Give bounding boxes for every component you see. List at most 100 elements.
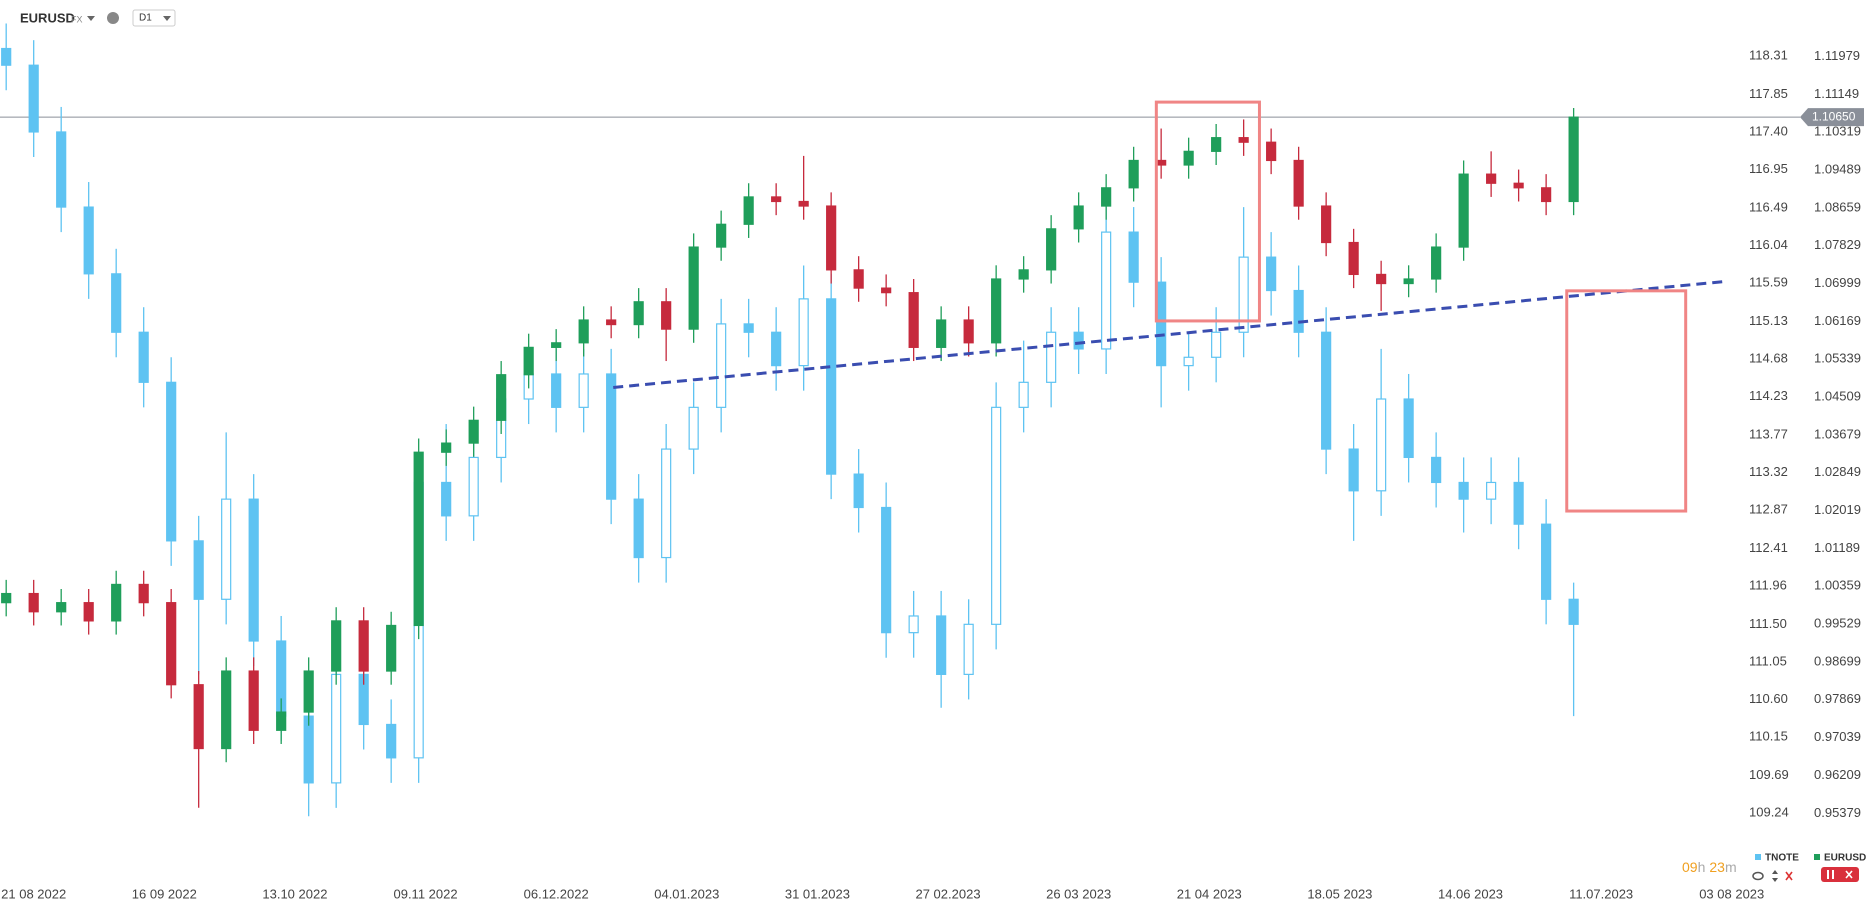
- x-tick-label: 21 04 2023: [1177, 886, 1242, 901]
- candle-body: [221, 498, 232, 600]
- candle-body: [496, 374, 507, 421]
- candle-body: [1101, 231, 1112, 350]
- candle-body: [688, 406, 699, 450]
- y2-tick-label: 117.85: [1749, 86, 1788, 101]
- candle-body: [83, 602, 94, 622]
- candle-body: [276, 711, 287, 731]
- y-tick-label: 0.96209: [1814, 767, 1861, 782]
- candle-body: [1486, 173, 1497, 184]
- candle-body: [1211, 331, 1222, 358]
- candle-body: [1403, 278, 1414, 285]
- y2-tick-label: 114.68: [1749, 350, 1788, 365]
- remove-button[interactable]: [1821, 867, 1859, 882]
- y2-tick-label: 113.32: [1749, 464, 1788, 479]
- candle-body: [303, 715, 314, 784]
- candle-body: [358, 620, 369, 672]
- move-icon[interactable]: [1772, 870, 1778, 882]
- candle-body: [138, 331, 149, 383]
- candle-body: [28, 64, 39, 133]
- legend-label: TNOTE: [1765, 853, 1799, 864]
- candle-body: [1348, 448, 1359, 492]
- candle-body: [1458, 173, 1469, 248]
- interval-select[interactable]: [132, 9, 176, 27]
- candle-body: [1513, 182, 1524, 189]
- y-tick-label: 1.11149: [1814, 86, 1859, 101]
- y2-tick-label: 116.95: [1749, 161, 1788, 176]
- eye-icon[interactable]: [1752, 871, 1764, 881]
- y-tick-label: 1.00359: [1814, 578, 1861, 593]
- candle-body: [1018, 269, 1029, 280]
- candle-body: [1293, 289, 1304, 333]
- candle-body: [138, 583, 149, 604]
- last-price-tag: [1800, 108, 1864, 127]
- y-tick-label: 1.11979: [1814, 48, 1860, 63]
- candle-body: [798, 200, 809, 207]
- candle-body: [743, 323, 754, 333]
- x-tick-label: 04.01.2023: [654, 886, 719, 901]
- plot: 118.31 117.85 117.40 116.95 116.49 116.04 115.…: [0, 23, 1864, 901]
- candle-body: [716, 323, 727, 408]
- highlight-box: [1565, 289, 1688, 513]
- x-tick-label: 31 01.2023: [785, 886, 850, 901]
- candle-body: [1046, 228, 1057, 271]
- candle-body: [1486, 481, 1497, 500]
- y2-tick-label: 113.77: [1749, 426, 1788, 441]
- candle-body: [1, 47, 12, 66]
- remove-x: [1845, 870, 1853, 879]
- candle-body: [1541, 187, 1552, 203]
- candle-body: [1073, 205, 1084, 230]
- candle-body: [1568, 116, 1579, 203]
- info-icon[interactable]: [107, 12, 119, 24]
- candle-body: [1018, 381, 1029, 408]
- candle-body: [1376, 273, 1387, 285]
- candle-body: [331, 673, 342, 784]
- y-tick-label: 0.98699: [1814, 653, 1861, 668]
- candle-body: [248, 670, 259, 731]
- candle-body: [853, 269, 864, 289]
- candle-body: [1458, 481, 1469, 500]
- candle-body: [963, 623, 974, 675]
- candle-body: [1403, 398, 1414, 459]
- timer-hours: 09: [1682, 859, 1698, 875]
- y2-tick-label: 115.13: [1749, 313, 1788, 328]
- symbol: EURUSD: [20, 10, 75, 25]
- y2-tick-label: 111.96: [1749, 577, 1787, 592]
- candle-body: [991, 278, 1002, 344]
- candle-body: [1183, 356, 1194, 367]
- x-tick-label: 16 09 2022: [132, 886, 197, 901]
- y2-tick-label: 110.15: [1749, 728, 1788, 743]
- candle-body: [413, 451, 424, 627]
- trendline: [613, 279, 1728, 389]
- timer-h: h: [1698, 859, 1706, 875]
- x-tick-label: 06.12.2022: [524, 886, 589, 901]
- y2-tick-label: 118.31: [1749, 47, 1788, 62]
- y2-tick-label: 117.40: [1749, 123, 1788, 138]
- last-price-label: 1.10650: [1812, 109, 1856, 123]
- y2-tick-label: 116.04: [1749, 237, 1788, 252]
- y2-tick-label: 116.49: [1749, 199, 1788, 214]
- candle-body: [578, 319, 589, 344]
- y2-tick-label: 111.05: [1749, 653, 1787, 668]
- candle-body: [688, 246, 699, 330]
- candle-body: [908, 615, 919, 634]
- close-icon[interactable]: [1785, 871, 1793, 881]
- candle-body: [468, 456, 479, 517]
- candle-body: [1238, 137, 1249, 143]
- candle-body: [1183, 150, 1194, 166]
- candle-body: [1128, 231, 1139, 283]
- interval: D1: [139, 13, 152, 24]
- y-tick-label: 1.06999: [1814, 275, 1861, 290]
- candle-body: [1266, 141, 1277, 162]
- candle-body: [743, 196, 754, 225]
- market: FX: [71, 14, 83, 24]
- candle-body: [551, 373, 562, 408]
- candle-body: [771, 196, 782, 203]
- symbol-dropdown[interactable]: [87, 16, 95, 21]
- candle-body: [1376, 398, 1387, 492]
- y2-tick-label: 109.24: [1749, 804, 1789, 819]
- legend-swatch: [1755, 854, 1761, 860]
- y2-tick-label: 111.50: [1749, 616, 1787, 631]
- candle-body: [1293, 159, 1304, 207]
- candle-body: [716, 223, 727, 248]
- legend-swatch: [1814, 854, 1820, 860]
